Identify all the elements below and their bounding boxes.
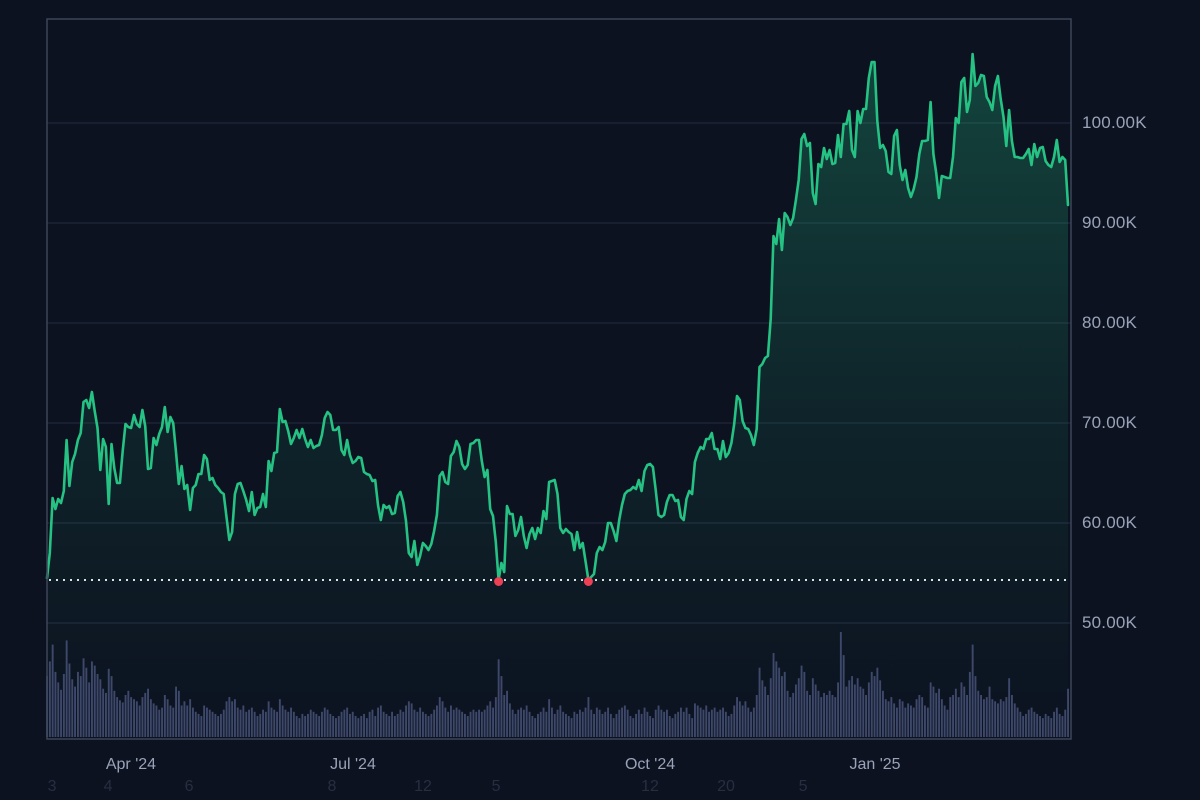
plot-border	[46, 18, 1072, 740]
x-axis-day-label: 12	[414, 778, 432, 795]
x-axis-day-label: 3	[47, 778, 57, 795]
price-line	[45, 52, 1070, 582]
y-axis-tick-label: 80.00K	[1082, 313, 1138, 332]
y-axis-tick-label: 100.00K	[1082, 113, 1147, 132]
price-area-fill	[47, 54, 1068, 739]
x-axis-month-label: Jul '24	[330, 756, 376, 773]
x-axis-day-label: 12	[641, 778, 659, 795]
x-axis-month-label: Apr '24	[105, 756, 157, 773]
min-price-markers	[494, 577, 593, 586]
x-axis-day-label: 5	[491, 778, 501, 795]
y-axis-tick-label: 60.00K	[1082, 513, 1138, 532]
y-axis-tick-label: 50.00K	[1082, 613, 1138, 632]
x-axis-day-label: 8	[327, 778, 337, 795]
y-axis-tick-label: 90.00K	[1082, 213, 1138, 232]
x-axis-month-label: Jan '25	[849, 756, 901, 773]
x-axis-day-label: 6	[184, 778, 194, 795]
y-axis-tick-label: 70.00K	[1082, 413, 1138, 432]
x-axis-day-label: 5	[798, 778, 808, 795]
x-axis-day-label: 4	[103, 778, 113, 795]
volume-bars	[46, 632, 1069, 738]
x-axis-day-label: 20	[717, 778, 735, 795]
x-axis-month-label: Oct '24	[624, 756, 676, 773]
